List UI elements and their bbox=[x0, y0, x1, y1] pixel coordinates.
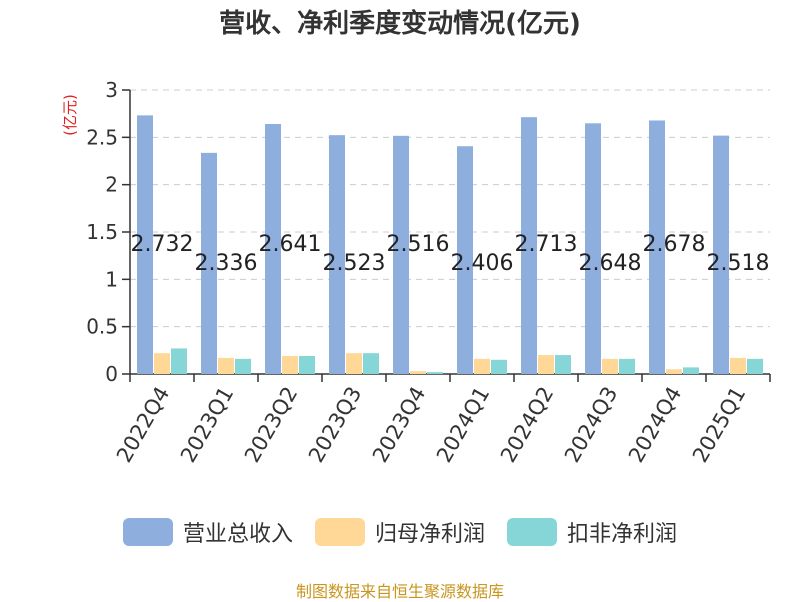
bar-revenue bbox=[265, 123, 281, 374]
bar-revenue bbox=[585, 123, 601, 375]
x-tick-label: 2023Q1 bbox=[176, 383, 238, 467]
bar-deducted-profit bbox=[235, 358, 251, 374]
bar-revenue bbox=[137, 115, 153, 374]
bar-net-profit bbox=[730, 357, 746, 374]
x-tick-label: 2023Q3 bbox=[304, 383, 366, 467]
source-note: 制图数据来自恒生聚源数据库 bbox=[295, 582, 504, 601]
legend-swatch-revenue bbox=[122, 518, 173, 546]
y-tick-label: 1.5 bbox=[86, 220, 118, 244]
bar-net-profit bbox=[474, 358, 490, 374]
bar-deducted-profit bbox=[363, 353, 379, 374]
bar-revenue bbox=[521, 117, 537, 374]
bar-revenue bbox=[649, 120, 665, 374]
data-label-revenue: 2.678 bbox=[643, 232, 706, 257]
bar-revenue bbox=[329, 135, 345, 374]
y-tick-label: 3 bbox=[105, 78, 118, 102]
bar-net-profit bbox=[282, 356, 298, 374]
legend-item-revenue[interactable]: 营业总收入 bbox=[122, 516, 293, 548]
y-tick-label: 1 bbox=[105, 267, 118, 291]
legend-label-net-profit: 归母净利润 bbox=[374, 522, 485, 547]
bar-revenue bbox=[457, 146, 473, 374]
data-label-revenue: 2.516 bbox=[387, 232, 450, 257]
bar-deducted-profit bbox=[491, 359, 507, 374]
data-label-revenue: 2.336 bbox=[195, 251, 258, 276]
bar-deducted-profit bbox=[555, 355, 571, 374]
data-label-revenue: 2.523 bbox=[323, 251, 386, 276]
x-tick-label: 2024Q1 bbox=[432, 383, 494, 467]
bar-deducted-profit bbox=[747, 358, 763, 374]
bar-deducted-profit bbox=[427, 372, 443, 374]
data-label-revenue: 2.648 bbox=[579, 251, 642, 276]
legend-swatch-net-profit bbox=[314, 518, 365, 546]
bar-revenue bbox=[201, 152, 217, 374]
x-tick-label: 2024Q4 bbox=[624, 383, 686, 467]
data-label-revenue: 2.641 bbox=[259, 232, 322, 257]
legend-label-revenue: 营业总收入 bbox=[182, 522, 293, 547]
bar-net-profit bbox=[154, 353, 170, 374]
data-label-revenue: 2.518 bbox=[707, 251, 770, 276]
bar-revenue bbox=[393, 135, 409, 374]
legend-swatch-deducted-profit bbox=[507, 518, 557, 546]
x-tick-label: 2022Q4 bbox=[112, 383, 174, 467]
bar-deducted-profit bbox=[683, 367, 699, 374]
x-tick-label: 2024Q2 bbox=[496, 383, 558, 467]
legend: 营业总收入 归母净利润 扣非净利润 bbox=[0, 516, 800, 548]
data-label-revenue: 2.406 bbox=[451, 251, 514, 276]
legend-label-deducted-profit: 扣非净利润 bbox=[567, 522, 678, 547]
bar-deducted-profit bbox=[619, 358, 635, 374]
bar-net-profit bbox=[666, 369, 682, 374]
legend-item-deducted-profit[interactable]: 扣非净利润 bbox=[507, 516, 677, 548]
bar-deducted-profit bbox=[299, 356, 315, 374]
y-tick-label: 2 bbox=[105, 173, 118, 197]
data-label-revenue: 2.713 bbox=[515, 232, 578, 257]
y-tick-label: 2.5 bbox=[86, 125, 118, 149]
x-tick-label: 2023Q2 bbox=[240, 383, 302, 467]
legend-item-net-profit[interactable]: 归母净利润 bbox=[314, 516, 485, 548]
bar-net-profit bbox=[602, 358, 618, 374]
bar-net-profit bbox=[346, 353, 362, 374]
bar-net-profit bbox=[410, 371, 426, 374]
bar-deducted-profit bbox=[171, 348, 187, 374]
x-tick-label: 2024Q3 bbox=[560, 383, 622, 467]
y-axis-label: (亿元) bbox=[61, 94, 79, 136]
y-tick-label: 0 bbox=[105, 362, 118, 386]
bar-net-profit bbox=[218, 357, 234, 374]
x-tick-label: 2023Q4 bbox=[368, 383, 430, 467]
x-tick-label: 2025Q1 bbox=[688, 383, 750, 467]
chart-title: 营收、净利季度变动情况(亿元) bbox=[219, 9, 581, 39]
bar-revenue bbox=[713, 135, 729, 374]
bar-net-profit bbox=[538, 355, 554, 374]
data-label-revenue: 2.732 bbox=[131, 232, 194, 257]
y-tick-label: 0.5 bbox=[86, 315, 118, 339]
